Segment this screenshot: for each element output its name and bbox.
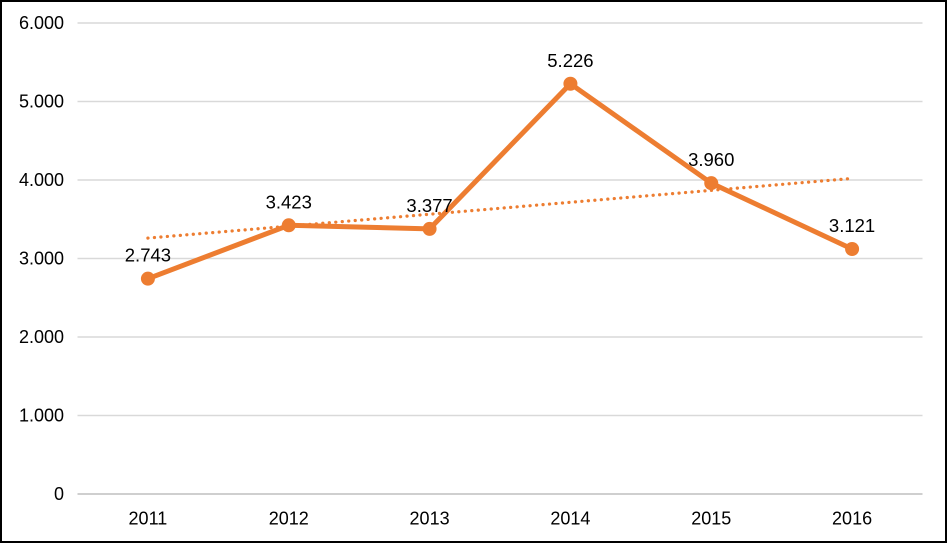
data-label: 2.743 [125, 245, 171, 266]
trendline [146, 176, 854, 240]
data-point-marker [845, 242, 860, 257]
data-label: 3.121 [829, 215, 875, 236]
x-tick-label: 2012 [269, 509, 309, 529]
data-point-marker [422, 221, 437, 236]
data-label: 5.226 [547, 50, 593, 71]
y-tick-label: 5.000 [19, 92, 64, 112]
y-tick-label: 1.000 [19, 406, 64, 426]
data-label: 3.960 [688, 149, 734, 170]
data-point-marker [563, 76, 578, 91]
x-tick-label: 2016 [832, 509, 872, 529]
y-tick-label: 4.000 [19, 170, 64, 190]
y-tick-label: 3.000 [19, 249, 64, 269]
x-tick-label: 2013 [410, 509, 450, 529]
series-line [145, 81, 855, 282]
y-tick-label: 0 [54, 484, 64, 504]
y-tick-label: 2.000 [19, 327, 64, 347]
data-point-marker [281, 218, 296, 233]
x-tick-label: 2011 [129, 509, 168, 529]
x-tick-label: 2014 [550, 509, 590, 529]
data-label: 3.423 [266, 191, 312, 212]
data-label: 3.377 [406, 195, 452, 216]
y-tick-label: 6.000 [19, 13, 64, 33]
data-point-marker [704, 176, 719, 191]
data-point-marker [140, 271, 155, 286]
x-tick-label: 2015 [691, 509, 731, 529]
